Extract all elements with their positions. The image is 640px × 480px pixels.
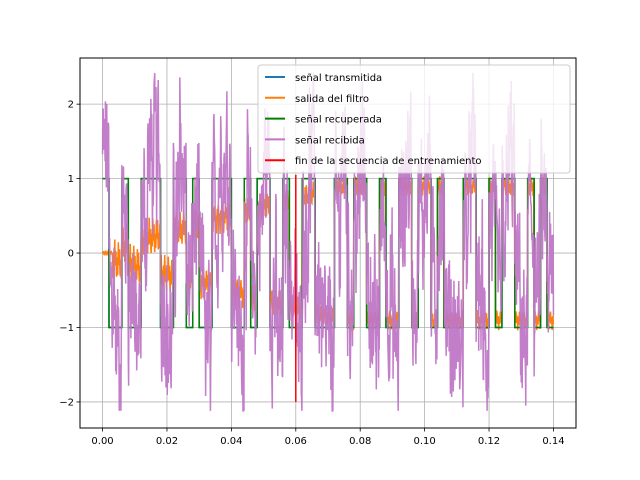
series-group xyxy=(101,72,555,412)
y-tick-label: 0 xyxy=(68,249,74,260)
y-axis: −2 −1 0 1 2 xyxy=(59,100,80,408)
legend-label: fin de la secuencia de entrenamiento xyxy=(295,156,482,167)
x-tick-label: 0.04 xyxy=(220,436,242,447)
legend-label: señal recuperada xyxy=(295,115,382,126)
legend-label: salida del filtro xyxy=(295,94,369,105)
x-tick-label: 0.08 xyxy=(349,436,371,447)
x-axis: 0.00 0.02 0.04 0.06 0.08 0.10 0.12 0.14 xyxy=(91,428,565,447)
x-tick-label: 0.12 xyxy=(478,436,500,447)
x-tick-label: 0.02 xyxy=(156,436,178,447)
x-tick-label: 0.00 xyxy=(91,436,113,447)
plot-area xyxy=(101,72,555,412)
series-line-recibida xyxy=(101,72,555,412)
axes-frame xyxy=(79,57,577,429)
x-tick-label: 0.06 xyxy=(285,436,307,447)
x-tick-label: 0.14 xyxy=(542,436,564,447)
y-tick-label: 2 xyxy=(68,100,74,111)
x-tick-label: 0.10 xyxy=(413,436,435,447)
legend-label: señal transmitida xyxy=(295,73,382,84)
y-tick-label: 1 xyxy=(68,174,74,185)
legend: señal transmitida salida del filtro señal … xyxy=(257,64,571,174)
y-tick-label: −1 xyxy=(59,323,74,334)
y-tick-label: −2 xyxy=(59,397,74,408)
legend-box xyxy=(257,64,571,174)
legend-label: señal recibida xyxy=(295,135,365,146)
